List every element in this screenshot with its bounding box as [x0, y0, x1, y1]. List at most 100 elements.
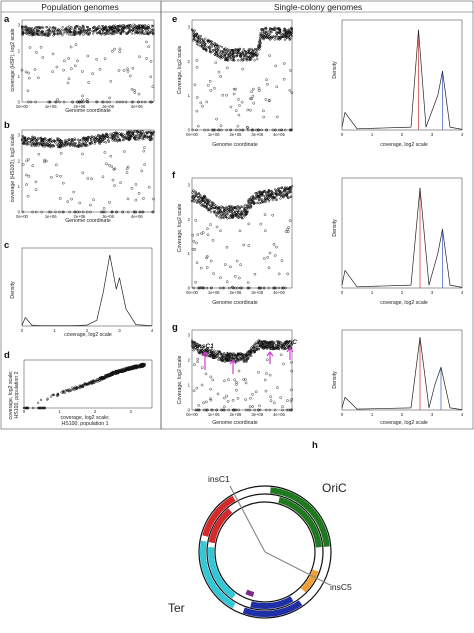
a-point	[91, 32, 95, 35]
b-outlier	[147, 185, 151, 189]
b-point	[60, 142, 63, 145]
e-outlier	[246, 108, 250, 112]
a-outlier	[56, 98, 59, 101]
b-outlier	[103, 151, 107, 154]
f-point	[240, 217, 244, 220]
e-point	[239, 53, 242, 57]
g-outlier	[269, 395, 272, 399]
f-point	[216, 206, 219, 210]
a-point	[45, 29, 48, 33]
g-point	[257, 348, 260, 351]
h-insC5-line	[264, 551, 331, 586]
d-point	[131, 366, 134, 369]
d-point	[114, 371, 117, 374]
e-point	[213, 45, 217, 48]
a-point	[22, 31, 25, 35]
b-zero-point	[126, 210, 130, 214]
f-outlier	[238, 229, 242, 233]
e-zero-point	[265, 128, 269, 132]
d-point	[69, 389, 72, 393]
a-point	[120, 25, 123, 29]
a-point	[54, 26, 57, 30]
b-point	[114, 133, 117, 136]
e-point	[231, 49, 234, 52]
g-point	[250, 346, 253, 349]
f-point	[274, 192, 278, 195]
a-point	[72, 28, 76, 31]
a-point	[86, 31, 90, 34]
b-point	[96, 140, 100, 143]
f-point	[229, 214, 233, 217]
f-ytick: 3	[188, 182, 191, 187]
f-point	[273, 188, 277, 191]
g-outlier	[248, 405, 252, 408]
b-outlier	[142, 149, 146, 153]
g-zero-point	[273, 408, 277, 412]
f-outlier	[191, 233, 194, 237]
b-point	[22, 135, 25, 139]
e-outlier	[282, 77, 286, 81]
f-point	[198, 201, 202, 204]
f-point	[266, 190, 269, 194]
b-point	[34, 141, 37, 144]
d-point	[72, 388, 75, 391]
f-zero-point	[248, 286, 251, 290]
a-point	[61, 34, 64, 37]
d-point	[84, 382, 87, 386]
b-point	[137, 138, 140, 141]
b-outlier	[110, 165, 114, 169]
f-point	[274, 198, 277, 202]
d-point	[90, 381, 93, 384]
h-outer-ring-border	[198, 485, 332, 619]
g-density-xtick: 1	[371, 412, 374, 417]
e-point	[261, 28, 264, 31]
f-outlier	[205, 255, 209, 258]
g-point	[217, 355, 220, 359]
e-point	[289, 26, 293, 30]
f-point	[258, 193, 261, 196]
b-point	[78, 140, 81, 143]
g-point	[228, 359, 231, 362]
d-point	[70, 386, 74, 389]
b-zero-point	[141, 210, 144, 214]
b-point	[101, 133, 104, 136]
a-zero-point	[47, 100, 51, 104]
e-outlier	[208, 80, 212, 83]
e-point	[279, 36, 282, 39]
a-outlier	[91, 72, 94, 75]
a-outlier	[26, 89, 30, 93]
g-dens-ylabel: Density	[332, 371, 338, 389]
g-point	[206, 346, 209, 350]
a-zero-point	[105, 100, 109, 104]
g-zero-point	[285, 408, 289, 412]
f-outlier	[271, 213, 275, 217]
g-point	[271, 345, 275, 348]
a-point	[105, 27, 108, 30]
a-xlabel: Genome coordinate	[65, 108, 111, 114]
b-outlier	[81, 152, 84, 156]
d-point	[82, 385, 85, 388]
panel-letter-e: e	[172, 14, 177, 25]
d-ylabel-1: coverage, log2 scale;	[8, 370, 14, 419]
h-arc-cyan-inner	[208, 547, 236, 599]
g-arrow-head	[286, 347, 294, 353]
a-point	[49, 31, 52, 34]
e-point	[219, 49, 223, 53]
e-zero-point	[251, 128, 255, 132]
f-point	[262, 200, 265, 204]
a-point	[88, 28, 92, 31]
a-point	[102, 27, 105, 30]
a-point	[91, 29, 94, 32]
b-outlier	[92, 198, 95, 201]
a-outlier	[113, 47, 116, 51]
f-point	[240, 212, 243, 216]
f-point	[221, 205, 224, 209]
f-point	[238, 207, 242, 210]
e-zero-point	[279, 128, 283, 132]
e-point	[245, 55, 249, 59]
g-outlier	[209, 387, 212, 391]
g-zero-point	[233, 408, 237, 412]
g-point	[212, 356, 216, 359]
e-point	[283, 27, 286, 30]
